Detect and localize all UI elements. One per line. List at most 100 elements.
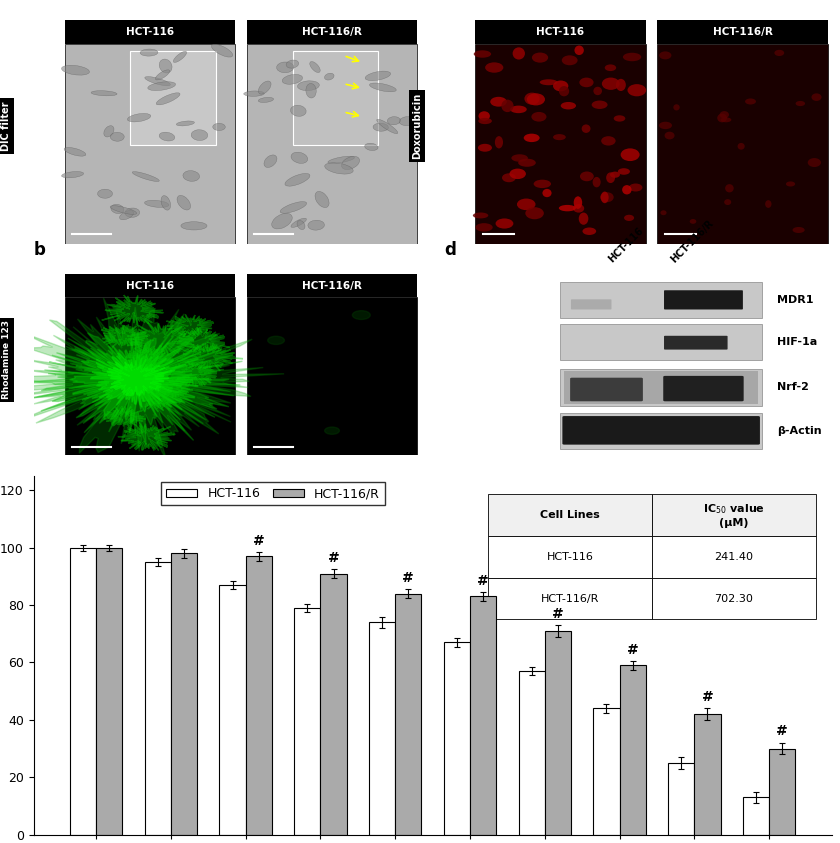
Ellipse shape — [517, 199, 536, 210]
Ellipse shape — [601, 191, 609, 203]
Ellipse shape — [524, 93, 539, 105]
Ellipse shape — [808, 158, 821, 167]
Ellipse shape — [110, 206, 137, 214]
Ellipse shape — [144, 201, 169, 207]
Ellipse shape — [580, 171, 594, 181]
Ellipse shape — [664, 132, 675, 139]
Bar — [130, 51, 216, 145]
Ellipse shape — [291, 218, 307, 228]
Ellipse shape — [479, 111, 490, 121]
Ellipse shape — [525, 207, 543, 219]
Ellipse shape — [324, 73, 334, 80]
Ellipse shape — [478, 144, 492, 152]
Text: β-Actin: β-Actin — [777, 427, 822, 437]
Ellipse shape — [325, 163, 353, 174]
Ellipse shape — [721, 117, 732, 122]
FancyBboxPatch shape — [562, 416, 760, 444]
Polygon shape — [107, 358, 175, 400]
Ellipse shape — [276, 62, 294, 72]
Ellipse shape — [540, 79, 558, 85]
Bar — [564, 371, 758, 404]
Ellipse shape — [365, 143, 378, 151]
Ellipse shape — [315, 191, 329, 207]
Bar — [560, 369, 762, 405]
Ellipse shape — [387, 116, 401, 125]
Ellipse shape — [774, 50, 785, 56]
Ellipse shape — [795, 101, 805, 106]
Text: DIC filter: DIC filter — [2, 101, 12, 151]
Ellipse shape — [725, 184, 733, 192]
Bar — [247, 44, 417, 244]
Ellipse shape — [580, 78, 594, 87]
Ellipse shape — [104, 126, 114, 137]
Ellipse shape — [622, 185, 632, 195]
Text: HCT-116/R: HCT-116/R — [302, 281, 362, 291]
Ellipse shape — [786, 181, 795, 186]
Text: MDR1: MDR1 — [777, 295, 814, 305]
Ellipse shape — [61, 65, 89, 75]
Polygon shape — [176, 327, 230, 353]
Polygon shape — [121, 348, 173, 370]
Ellipse shape — [370, 83, 396, 92]
Ellipse shape — [592, 177, 601, 187]
Bar — [70, 548, 96, 835]
Ellipse shape — [720, 111, 729, 118]
Ellipse shape — [659, 121, 672, 129]
Ellipse shape — [575, 46, 584, 55]
Bar — [518, 671, 545, 835]
Text: HCT-116: HCT-116 — [126, 27, 174, 37]
Bar — [144, 562, 171, 835]
Ellipse shape — [553, 134, 566, 140]
Text: #: # — [477, 574, 489, 588]
Ellipse shape — [601, 78, 620, 90]
Ellipse shape — [765, 200, 771, 208]
Text: HCT-116: HCT-116 — [537, 27, 585, 37]
Ellipse shape — [291, 105, 306, 116]
Bar — [65, 297, 235, 455]
FancyBboxPatch shape — [664, 336, 727, 350]
Ellipse shape — [264, 155, 277, 168]
Bar — [444, 642, 470, 835]
Ellipse shape — [473, 212, 488, 218]
Ellipse shape — [259, 81, 271, 94]
Ellipse shape — [140, 49, 158, 56]
Bar — [657, 20, 827, 44]
Ellipse shape — [623, 53, 641, 62]
Bar — [560, 282, 762, 318]
Bar — [247, 297, 417, 455]
Ellipse shape — [605, 64, 617, 71]
Bar — [65, 274, 235, 297]
Ellipse shape — [64, 148, 86, 156]
Ellipse shape — [593, 87, 602, 95]
Ellipse shape — [306, 83, 316, 98]
Ellipse shape — [181, 222, 207, 230]
Ellipse shape — [621, 148, 639, 161]
Legend: HCT-116, HCT-116/R: HCT-116, HCT-116/R — [161, 482, 385, 505]
Text: #: # — [776, 724, 788, 738]
Bar — [65, 20, 235, 44]
Bar — [247, 274, 417, 297]
Ellipse shape — [624, 215, 634, 221]
Ellipse shape — [591, 100, 607, 109]
Ellipse shape — [512, 154, 528, 162]
Bar — [560, 413, 762, 449]
Bar — [395, 593, 422, 835]
Bar — [96, 548, 123, 835]
FancyBboxPatch shape — [664, 376, 743, 401]
Polygon shape — [102, 295, 164, 324]
Text: HCT-116: HCT-116 — [607, 226, 646, 265]
Ellipse shape — [144, 77, 171, 86]
Ellipse shape — [342, 156, 360, 169]
FancyBboxPatch shape — [571, 299, 612, 309]
Ellipse shape — [690, 219, 696, 223]
Ellipse shape — [601, 137, 616, 146]
Ellipse shape — [523, 134, 539, 142]
Ellipse shape — [285, 174, 310, 186]
Ellipse shape — [365, 71, 391, 81]
Bar — [475, 20, 646, 44]
Ellipse shape — [161, 196, 171, 210]
Ellipse shape — [629, 184, 643, 191]
Text: HCT-116/R: HCT-116/R — [669, 218, 716, 265]
Ellipse shape — [286, 60, 299, 68]
Ellipse shape — [562, 56, 578, 65]
